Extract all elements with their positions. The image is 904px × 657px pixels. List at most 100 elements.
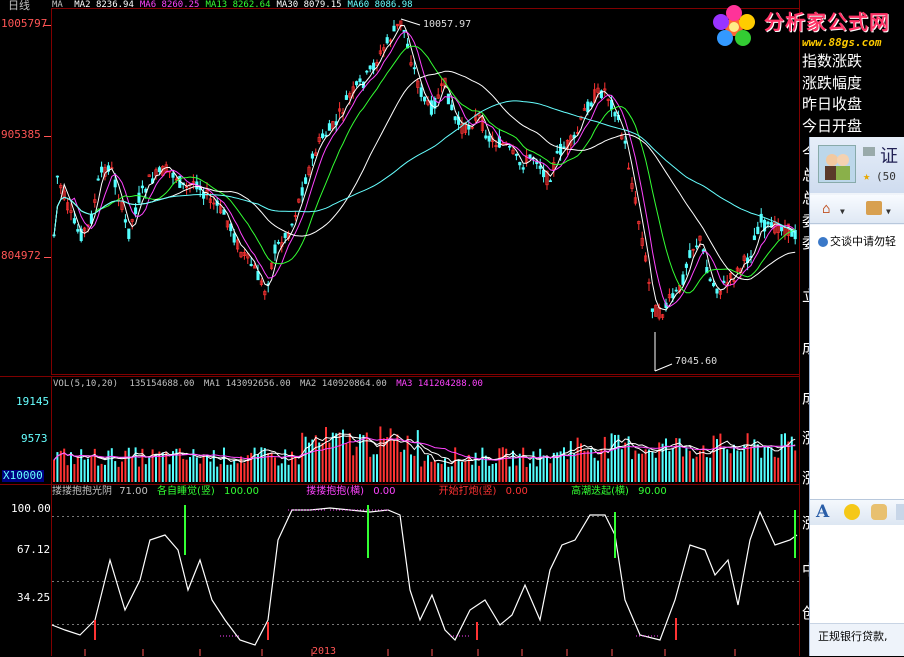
candle-body — [300, 187, 304, 196]
indicator-lines — [51, 505, 798, 646]
home-icon[interactable]: ⌂ — [822, 201, 831, 217]
candle-body — [72, 218, 76, 224]
candle-body — [633, 197, 637, 204]
candle-body — [695, 245, 699, 248]
candle-body — [627, 167, 631, 170]
candle-body — [780, 226, 784, 232]
candle-body — [518, 161, 522, 166]
candle-body — [222, 209, 226, 215]
candle-body — [538, 165, 542, 169]
indicator-name-value: 71.00 — [119, 486, 148, 497]
font-icon[interactable]: A — [816, 502, 830, 522]
candle-body — [310, 153, 314, 159]
candle-body — [62, 190, 66, 200]
candle-body — [368, 65, 372, 70]
candle-body — [249, 263, 253, 267]
candle-body — [487, 135, 491, 142]
candle-body — [225, 220, 229, 228]
candle-body — [290, 223, 294, 226]
candle-body — [270, 262, 274, 269]
candle-body — [419, 87, 423, 97]
candle-body — [157, 167, 161, 173]
chat-message-area[interactable]: 交谈中请勿轻 — [810, 225, 904, 505]
chat-toolbar: ⌂ ▼ ▼ — [810, 195, 904, 224]
gift-icon[interactable] — [871, 504, 887, 520]
candle-body — [433, 98, 437, 109]
high-marker-line — [400, 18, 421, 26]
candle-body — [59, 184, 63, 189]
candle-body — [348, 93, 352, 98]
candle-body — [219, 205, 223, 214]
candle-body — [293, 215, 297, 217]
candle-body — [297, 198, 301, 203]
avatar-icon — [819, 146, 855, 182]
candle-body — [106, 165, 110, 172]
candle-body — [752, 235, 756, 241]
candle-body — [100, 166, 104, 173]
volume-ma1-label: MA1 — [203, 379, 221, 389]
chat-input-box[interactable] — [810, 525, 904, 623]
volume-bars — [53, 426, 797, 482]
folder-icon[interactable] — [866, 201, 882, 215]
volume-ma-line — [53, 435, 796, 463]
candle-body — [497, 136, 501, 148]
candle-body — [559, 143, 563, 155]
chat-header: 证 ★ (50 — [810, 137, 904, 193]
indicator-item-label: 搂搂抱抱(横) — [306, 486, 365, 497]
volume-ma1-value: 143092656.00 — [225, 379, 291, 389]
candle-body — [735, 267, 739, 272]
candle-body — [83, 227, 87, 232]
candle-body — [562, 146, 566, 149]
ma-value-ma30: MA30 8079.15 — [276, 0, 342, 10]
volume-header: VOL(5,10,20) 135154688.00 MA1 143092656.… — [53, 378, 483, 390]
candle-body — [304, 177, 308, 184]
candle-body — [542, 169, 546, 178]
stock-chart[interactable]: 日线 MA MA2 8236.94 MA6 8260.25 MA13 8262.64… — [0, 0, 800, 657]
candle-body — [399, 20, 403, 27]
candle-body — [212, 202, 216, 205]
candle-body — [552, 162, 556, 170]
candle-body — [338, 108, 342, 112]
low-price-annotation: 7045.60 — [675, 356, 718, 367]
candle-body — [259, 280, 263, 285]
more-icon[interactable] — [896, 504, 904, 520]
candle-body — [650, 308, 654, 312]
candle-body — [446, 93, 450, 105]
chart-canvas[interactable] — [0, 0, 800, 656]
candle-body — [691, 248, 695, 251]
ma-line — [53, 45, 796, 294]
contact-name: 证 — [880, 146, 898, 167]
volume-ma-line — [53, 436, 796, 461]
candle-body — [307, 166, 311, 176]
candle-body — [467, 125, 471, 130]
candle-body — [654, 304, 658, 317]
indicator-item-label: 各自睡觉(竖) — [157, 486, 215, 497]
indicator-item-value: 90.00 — [638, 486, 667, 497]
candle-body — [644, 255, 648, 262]
candle-body — [140, 185, 144, 189]
quote-field-list: 指数涨跌 涨跌幅度 昨日收盘 今日开盘 — [802, 51, 862, 137]
candle-body — [327, 123, 331, 131]
quote-field-label: 今日开盘 — [802, 116, 863, 135]
candle-body — [385, 37, 389, 44]
candle-body — [358, 78, 362, 82]
emoji-icon[interactable] — [844, 504, 860, 520]
volume-ma-line — [53, 433, 796, 465]
chevron-down-icon[interactable]: ▼ — [840, 207, 845, 216]
candle-body — [525, 155, 529, 163]
moving-average-lines — [53, 24, 796, 311]
chevron-down-icon[interactable]: ▼ — [886, 207, 891, 216]
candle-body — [661, 314, 665, 318]
ad-banner[interactable]: 正规银行贷款, — [810, 623, 904, 656]
candle-body — [314, 152, 318, 156]
ma-header: MA MA2 8236.94 MA6 8260.25 MA13 8262.64 MA3… — [52, 0, 413, 11]
volume-unit-label: X10000 — [2, 469, 44, 482]
candle-body — [263, 291, 267, 296]
chat-window[interactable]: 证 ★ (50 ⌂ ▼ ▼ 交谈中请勿轻 A 正规银行贷款, — [809, 137, 904, 656]
candle-body — [436, 94, 440, 99]
candle-body — [93, 199, 97, 203]
candle-body — [647, 281, 651, 284]
candle-body — [586, 101, 590, 113]
contact-avatar[interactable] — [818, 145, 856, 183]
quote-field-label: 涨跌幅度 — [802, 73, 863, 92]
